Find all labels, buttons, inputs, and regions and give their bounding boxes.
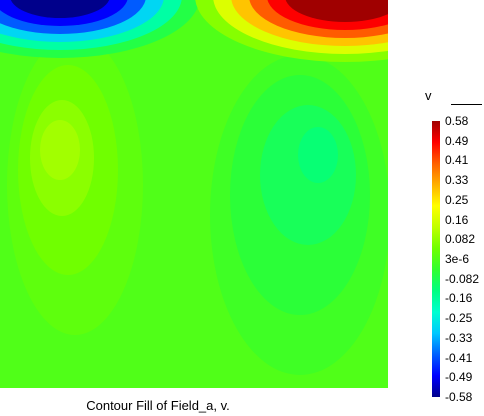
colorbar-tick-label: -0.33 (445, 330, 473, 345)
colorbar-tick-label: -0.58 (445, 390, 473, 404)
colorbar-tick-label: -0.082 (445, 271, 480, 286)
right-vortex-band (298, 127, 338, 183)
colorbar-variable-label: v (425, 88, 432, 103)
colorbar-tick-label: -0.41 (445, 350, 473, 365)
colorbar-tick-label: 0.16 (445, 212, 469, 227)
colorbar (432, 121, 440, 397)
left-vortex-band (40, 120, 80, 180)
colorbar-title-rule (451, 104, 482, 105)
colorbar-tick-label: 0.58 (445, 114, 469, 128)
colorbar-tick-label: 0.25 (445, 192, 469, 207)
colorbar-tick-label: 3e-6 (445, 252, 470, 266)
colorbar-tick-labels: 0.58 0.49 0.41 0.33 0.25 0.16 0.082 3e-6 -0.082 -… (445, 0, 484, 416)
top-right-max-band (285, 0, 388, 22)
colorbar-tick-label: 0.082 (445, 232, 476, 247)
colorbar-tick-label: 0.33 (445, 173, 469, 188)
colorbar-tick-label: -0.16 (445, 291, 473, 306)
colorbar-tick-label: -0.25 (445, 311, 473, 326)
top-left-min-band (10, 0, 110, 18)
plot-caption: Contour Fill of Field_a, v. (86, 398, 230, 413)
contour-plot-svg (0, 0, 388, 388)
contour-plot (0, 0, 388, 388)
colorbar-tick-label: 0.41 (445, 153, 469, 168)
colorbar-tick-label: 0.49 (445, 133, 469, 148)
colorbar-tick-label: -0.49 (445, 370, 473, 385)
